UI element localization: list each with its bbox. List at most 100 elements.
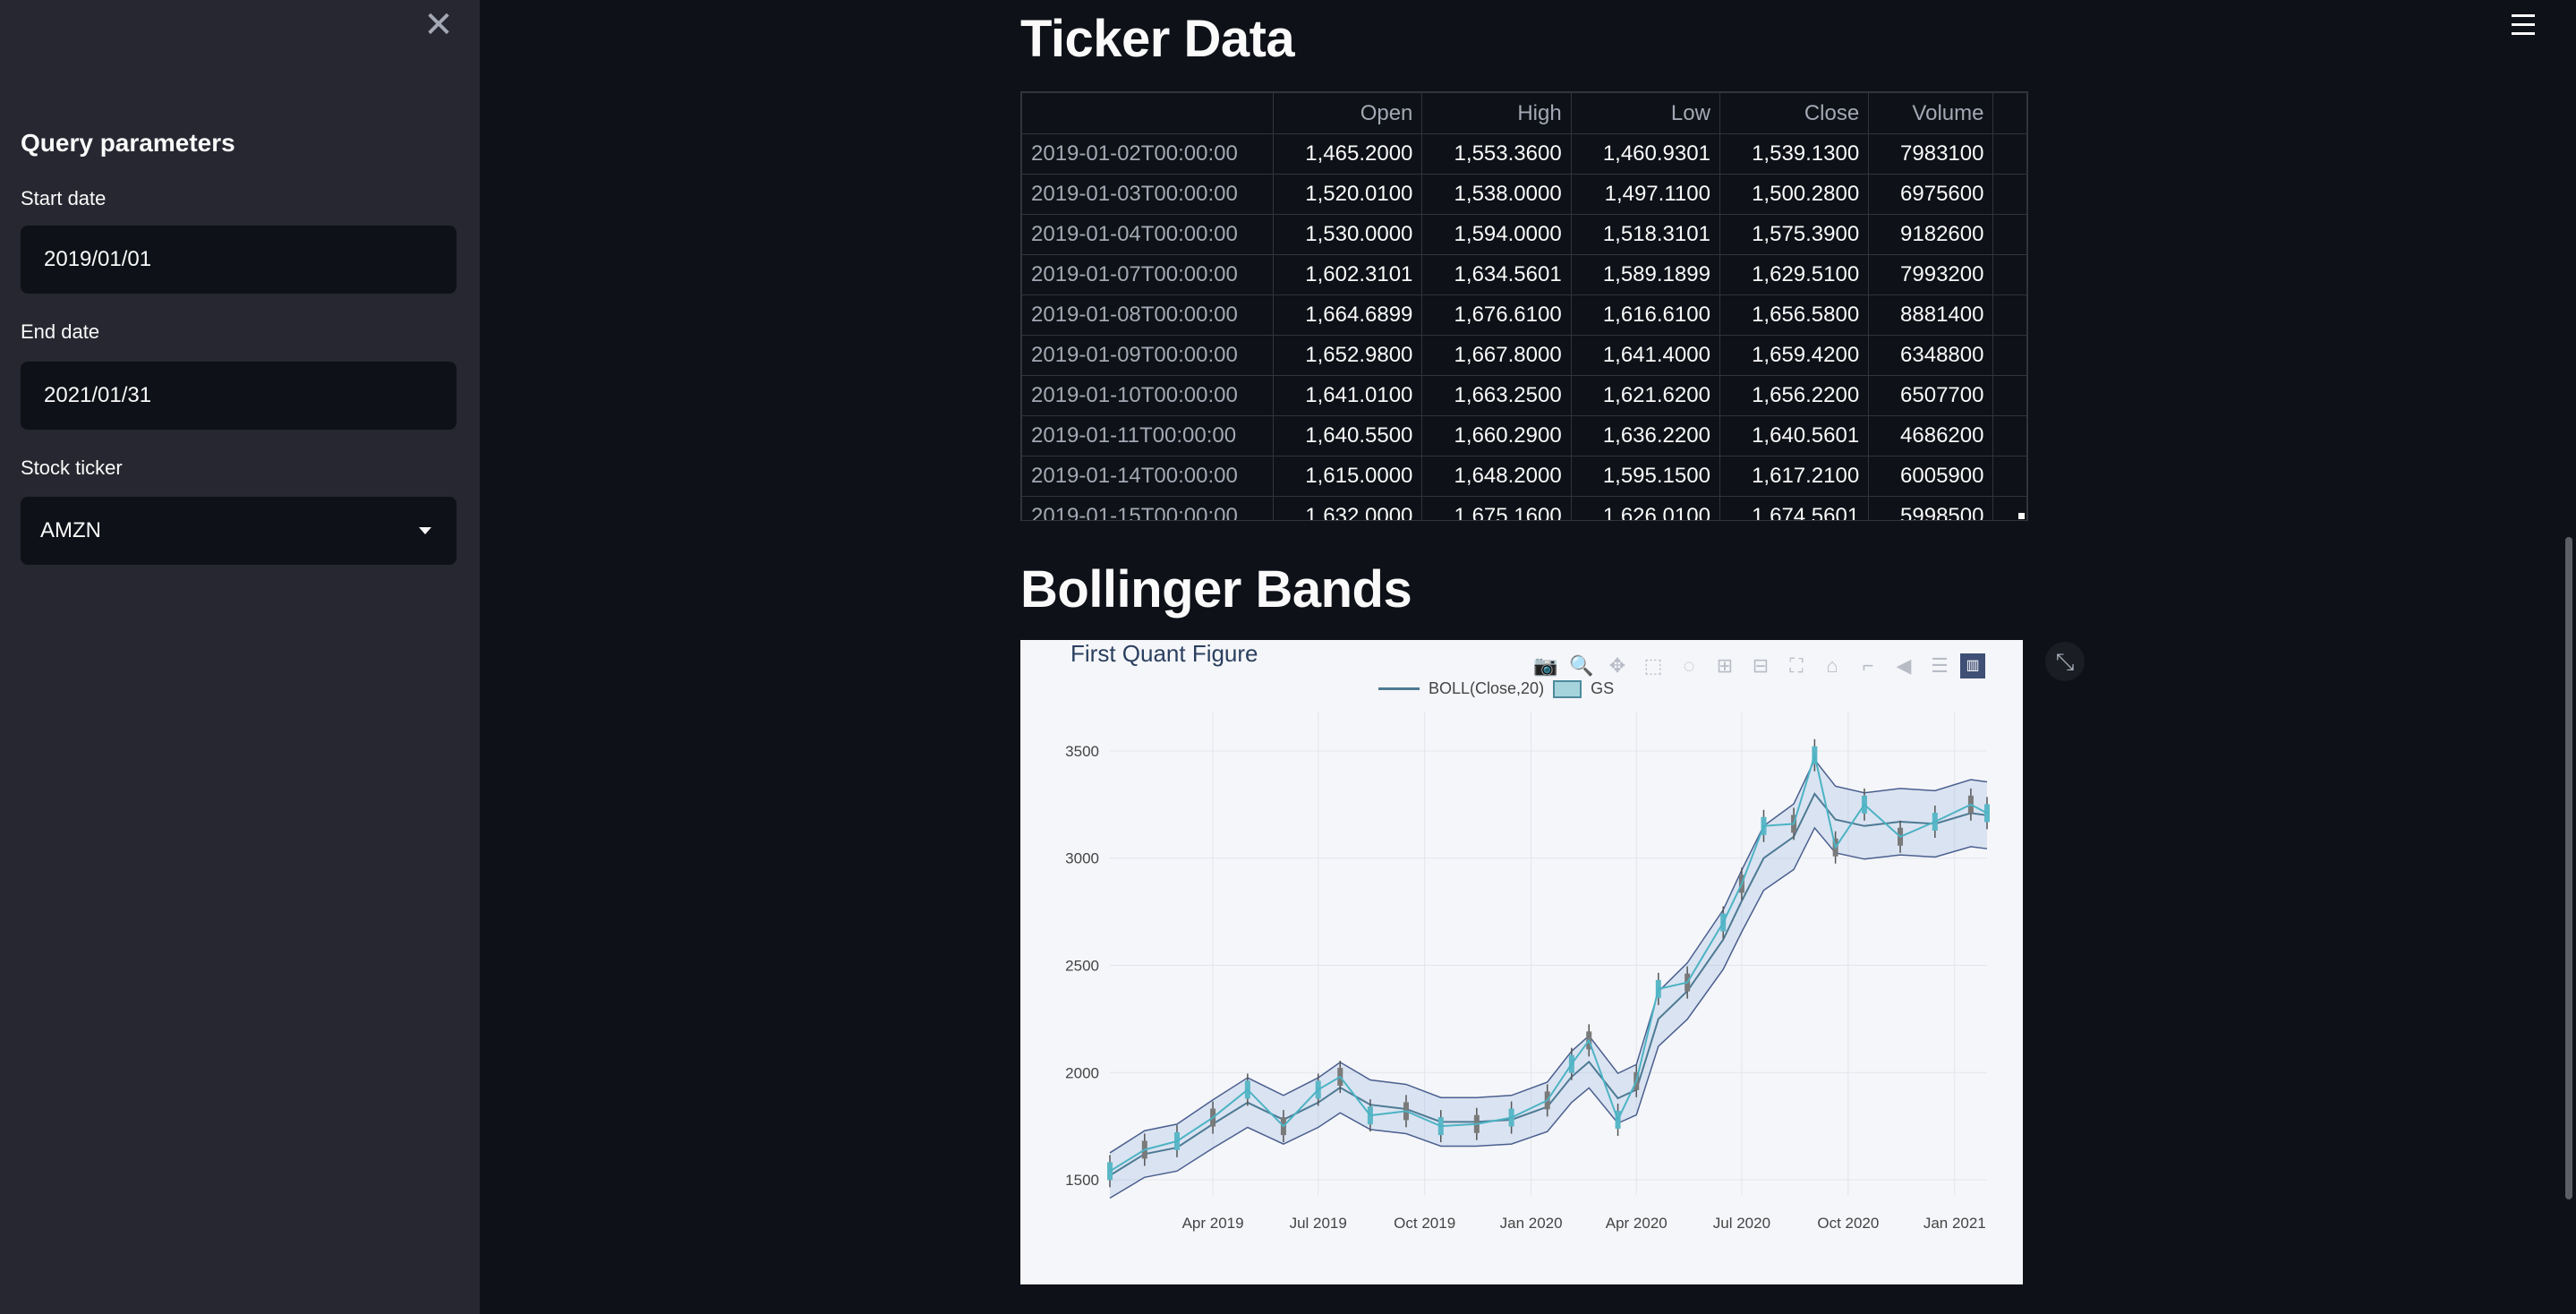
end-date-input[interactable]: 2021/01/31 [21, 362, 456, 430]
table-cell: 1,538.0000 [1421, 174, 1572, 215]
table-cell: 7993200 [1868, 254, 1994, 295]
table-row[interactable]: 2019-01-08T00:00:00 1,664.6899 1,676.6100 1… [1021, 294, 2027, 336]
hover-compare-icon[interactable]: ☰ [1931, 654, 1949, 677]
table-resize-handle[interactable] [2018, 513, 2025, 519]
table-cell: 1,640.5500 [1273, 415, 1423, 456]
lasso-icon[interactable]: ◌ [1683, 654, 1695, 677]
gs-line [1109, 751, 1988, 1173]
table-row[interactable]: 2019-01-09T00:00:00 1,652.9800 1,667.8000 1… [1021, 335, 2027, 376]
lower-band-line [1109, 826, 1988, 1199]
stock-ticker-label: Stock ticker [21, 456, 123, 479]
camera-icon[interactable]: 📷 [1533, 654, 1558, 677]
table-row[interactable]: 2019-01-14T00:00:00 1,615.0000 1,648.2000 1… [1021, 456, 2027, 497]
table-cell: 1,460.9301 [1570, 133, 1720, 175]
sidebar: ✕ Query parameters Start date 2019/01/01… [0, 0, 480, 1314]
page-scrollbar[interactable] [2565, 537, 2572, 1199]
boll-legend-swatch[interactable] [1378, 687, 1420, 690]
table-cell: 1,594.0000 [1421, 214, 1572, 255]
home-icon[interactable]: ⌂ [1826, 654, 1838, 677]
row-index-cell: 2019-01-04T00:00:00 [1021, 214, 1275, 255]
table-cell: 1,616.6100 [1570, 294, 1720, 336]
y-tick-label: 1500 [1065, 1172, 1099, 1189]
table-cell: 1,553.3600 [1421, 133, 1572, 175]
table-cell: 6507700 [1868, 375, 1994, 416]
x-tick-label: Apr 2019 [1182, 1215, 1244, 1232]
table-cell: 1,626.0100 [1570, 496, 1720, 520]
table-cell: 1,667.8000 [1421, 335, 1572, 376]
column-header[interactable]: Volume [1868, 92, 1994, 134]
chevron-down-icon [419, 527, 431, 534]
table-row[interactable]: 2019-01-03T00:00:00 1,520.0100 1,538.0000 1… [1021, 174, 2027, 215]
y-tick-label: 2500 [1065, 957, 1099, 974]
gs-legend-swatch[interactable] [1553, 679, 1582, 698]
chart-title: First Quant Figure [1070, 640, 1258, 667]
table-cell: 1,656.2200 [1719, 375, 1870, 416]
row-index-cell: 2019-01-02T00:00:00 [1021, 133, 1275, 175]
end-date-label: End date [21, 320, 100, 343]
bollinger-chart[interactable]: 1500 2000 2500 3000 3500 Apr 2019 Jul 2019 Oct … [1020, 640, 2023, 1284]
box-select-icon[interactable]: ⬚ [1643, 654, 1663, 677]
row-index-cell: 2019-01-09T00:00:00 [1021, 335, 1275, 376]
close-icon[interactable]: ✕ [423, 5, 454, 45]
zoom-icon[interactable]: 🔍 [1569, 654, 1594, 677]
spike-lines-icon[interactable]: ⌐ [1862, 654, 1874, 677]
table-cell: 5998500 [1868, 496, 1994, 520]
table-row[interactable]: 2019-01-07T00:00:00 1,602.3101 1,634.5601 1… [1021, 254, 2027, 295]
table-cell: 1,497.1100 [1570, 174, 1720, 215]
table-cell: 1,621.6200 [1570, 375, 1720, 416]
table-cell: 6005900 [1868, 456, 1994, 497]
table-cell: 1,632.0000 [1273, 496, 1423, 520]
table-row[interactable]: 2019-01-02T00:00:00 1,465.2000 1,553.3600 1… [1021, 133, 2027, 175]
spacer-cell [1992, 335, 2027, 376]
table-row[interactable]: 2019-01-15T00:00:00 1,632.0000 1,675.1600 1… [1021, 496, 2027, 520]
row-index-cell: 2019-01-08T00:00:00 [1021, 294, 1275, 336]
row-index-cell: 2019-01-07T00:00:00 [1021, 254, 1275, 295]
table-cell: 1,674.5601 [1719, 496, 1870, 520]
zoom-in-icon[interactable]: ⊞ [1716, 654, 1734, 677]
stock-ticker-value: AMZN [40, 518, 101, 542]
column-header[interactable]: Close [1719, 92, 1870, 134]
table-cell: 1,664.6899 [1273, 294, 1423, 336]
spacer-cell [1992, 415, 2027, 456]
table-cell: 7983100 [1868, 133, 1994, 175]
table-row[interactable]: 2019-01-04T00:00:00 1,530.0000 1,594.0000 1… [1021, 214, 2027, 255]
x-tick-label: Oct 2020 [1817, 1215, 1879, 1232]
table-cell: 1,595.1500 [1570, 456, 1720, 497]
table-cell: 1,518.3101 [1570, 214, 1720, 255]
zoom-out-icon[interactable]: ⊟ [1752, 654, 1770, 677]
table-cell: 1,656.5800 [1719, 294, 1870, 336]
autoscale-icon[interactable]: ⛶ [1789, 654, 1804, 677]
spacer-cell [1992, 174, 2027, 215]
table-cell: 1,660.2900 [1421, 415, 1572, 456]
ticker-data-heading: Ticker Data [1020, 10, 1295, 68]
table-row[interactable]: 2019-01-11T00:00:00 1,640.5500 1,660.2900 1… [1021, 415, 2027, 456]
spacer-cell [1992, 375, 2027, 416]
spacer-cell [1992, 294, 2027, 336]
table-cell: 1,641.0100 [1273, 375, 1423, 416]
y-tick-label: 3000 [1065, 850, 1099, 867]
start-date-input[interactable]: 2019/01/01 [21, 226, 456, 294]
chart-plot: 1500 2000 2500 3000 3500 Apr 2019 Jul 2019 Oct … [1065, 712, 1990, 1232]
column-header[interactable]: Open [1273, 92, 1423, 134]
y-tick-label: 2000 [1065, 1064, 1099, 1081]
table-row[interactable]: 2019-01-10T00:00:00 1,641.0100 1,663.2500 1… [1021, 375, 2027, 416]
row-index-cell: 2019-01-03T00:00:00 [1021, 174, 1275, 215]
fullscreen-icon[interactable]: ⤡ [2045, 642, 2085, 681]
stock-ticker-select[interactable]: AMZN [21, 497, 456, 565]
hover-closest-icon[interactable]: ◀ [1896, 654, 1912, 677]
x-tick-label: Jul 2020 [1713, 1215, 1770, 1232]
pan-icon[interactable]: ✥ [1608, 654, 1626, 677]
row-index-cell: 2019-01-10T00:00:00 [1021, 375, 1275, 416]
ticker-table[interactable]: Open High Low Close Volume 2019-01-02T00:00:… [1020, 91, 2028, 521]
plotly-logo-icon[interactable]: ▥ [1960, 653, 1985, 678]
table-cell: 1,634.5601 [1421, 254, 1572, 295]
x-tick-label: Oct 2019 [1394, 1215, 1455, 1232]
table-cell: 6975600 [1868, 174, 1994, 215]
table-cell: 1,636.2200 [1570, 415, 1720, 456]
column-header[interactable]: High [1421, 92, 1572, 134]
menu-icon[interactable] [2512, 14, 2535, 36]
legend-gs-label: GS [1591, 679, 1615, 697]
row-index-cell: 2019-01-14T00:00:00 [1021, 456, 1275, 497]
index-header[interactable] [1021, 92, 1275, 134]
column-header[interactable]: Low [1570, 92, 1720, 134]
